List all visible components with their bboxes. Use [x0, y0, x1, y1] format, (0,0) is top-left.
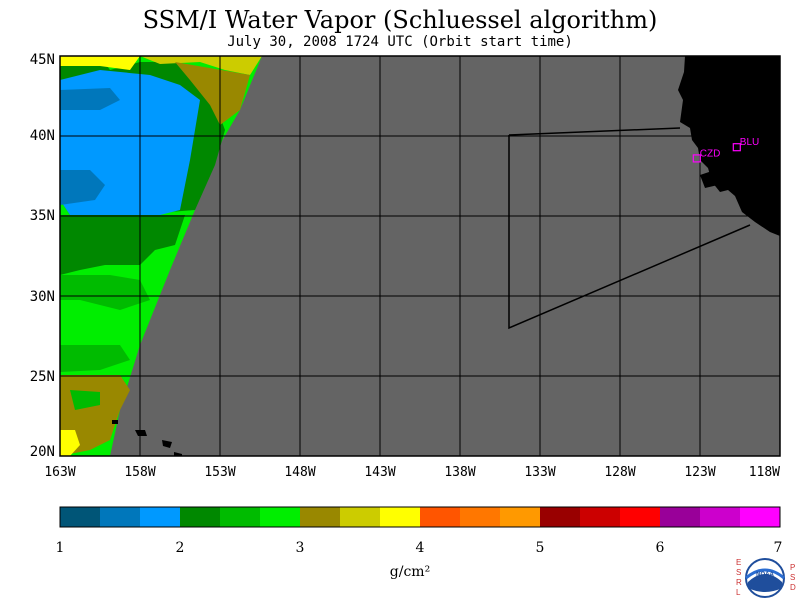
noaa-esrl-psd-logo: E S R L P S D NOAA [736, 558, 796, 598]
colorbar-swatch [700, 507, 741, 527]
logo-letter: E [736, 558, 741, 567]
lon-label: 158W [124, 465, 155, 480]
lat-label: 40N [30, 128, 55, 144]
colorbar [60, 507, 781, 527]
station-blu: BLU [732, 137, 759, 152]
colorbar-tick-label: 7 [774, 540, 783, 556]
station-czd: CZD [692, 148, 721, 163]
station-label: BLU [740, 137, 759, 148]
colorbar-swatch [420, 507, 461, 527]
colorbar-swatch [220, 507, 261, 527]
colorbar-swatch [300, 507, 341, 527]
lon-label: 148W [284, 465, 315, 480]
station-marker [732, 143, 741, 152]
colorbar-swatch [380, 507, 421, 527]
station-marker [692, 154, 701, 163]
colorbar-tick-label: 5 [536, 540, 545, 556]
water-vapor-swath [60, 56, 262, 456]
map-panel [59, 55, 781, 457]
colorbar-tick-label: 1 [56, 540, 65, 556]
colorbar-swatch [340, 507, 381, 527]
colorbar-swatch [60, 507, 101, 527]
lat-label: 25N [30, 369, 55, 385]
colorbar-tick-label: 4 [416, 540, 425, 556]
lon-label: 153W [204, 465, 235, 480]
colorbar-swatch [180, 507, 221, 527]
colorbar-tick-label: 2 [176, 540, 185, 556]
region-outline-top [508, 127, 681, 136]
colorbar-swatch [140, 507, 181, 527]
logo-letter: R [736, 578, 742, 587]
graticule [60, 56, 780, 456]
lat-label: 30N [30, 289, 55, 305]
logo-letter: P [790, 563, 795, 572]
lon-label: 143W [364, 465, 395, 480]
colorbar-swatch [260, 507, 301, 527]
chart-title: SSM/I Water Vapor (Schluessel algorithm) [142, 6, 658, 34]
colorbar-swatch [460, 507, 501, 527]
hawaii-islands [112, 420, 182, 456]
lon-label: 138W [444, 465, 475, 480]
logo-letter: L [736, 588, 741, 597]
colorbar-swatch [100, 507, 141, 527]
colorbar-ticks: 1 2 3 4 5 6 7 [56, 540, 783, 556]
map-border [59, 55, 781, 457]
lon-label: 128W [604, 465, 635, 480]
colorbar-swatch [540, 507, 581, 527]
region-outline [508, 135, 751, 330]
colorbar-swatch [580, 507, 621, 527]
colorbar-units: g/cm² [389, 564, 431, 580]
colorbar-swatch [620, 507, 661, 527]
colorbar-tick-label: 3 [296, 540, 305, 556]
logo-badge-text: NOAA [756, 572, 774, 578]
lat-labels: 45N 40N 35N 30N 25N 20N [30, 52, 55, 460]
station-label: CZD [700, 148, 721, 159]
lat-label: 45N [30, 52, 55, 68]
coastline-land [678, 56, 780, 236]
colorbar-border [59, 506, 781, 528]
colorbar-swatch [500, 507, 541, 527]
logo-letter: S [736, 568, 741, 577]
logo-letter: D [790, 583, 796, 592]
colorbar-tick-label: 6 [656, 540, 665, 556]
colorbar-swatch [740, 507, 781, 527]
lon-labels: 163W 158W 153W 148W 143W 138W 133W 128W … [44, 465, 780, 480]
lat-label: 35N [30, 208, 55, 224]
logo-letter: S [790, 573, 795, 582]
colorbar-swatch [660, 507, 701, 527]
lat-label: 20N [30, 444, 55, 460]
lon-label: 123W [684, 465, 715, 480]
chart-subtitle: July 30, 2008 1724 UTC (Orbit start time… [227, 34, 573, 50]
lon-label: 118W [749, 465, 780, 480]
lon-label: 133W [524, 465, 555, 480]
lon-label: 163W [44, 465, 75, 480]
